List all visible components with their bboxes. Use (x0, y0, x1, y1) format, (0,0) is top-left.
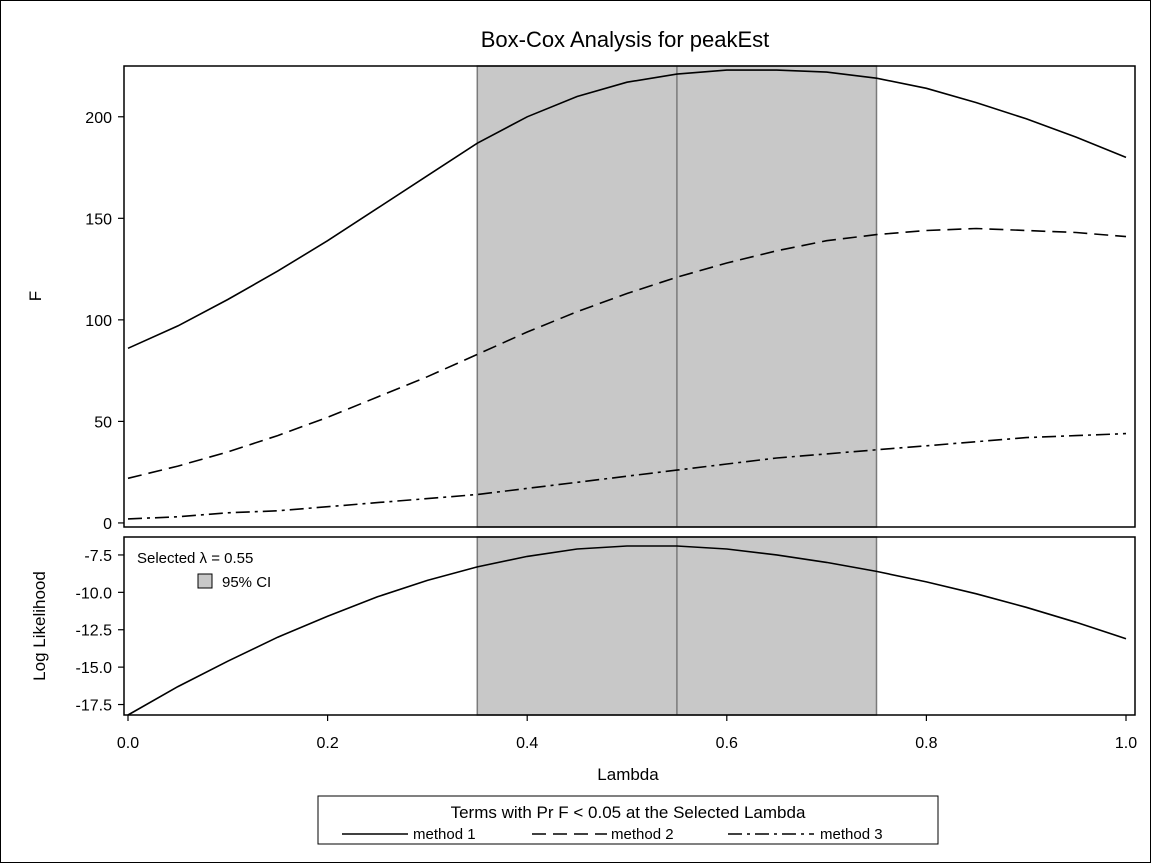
legend-title: Terms with Pr F < 0.05 at the Selected L… (451, 803, 806, 822)
axis-layer: 0 50 100 150 200 -7.5 -10.0 -12.5 -15.0 -17.5 0.0 0… (76, 110, 1138, 752)
ci-swatch (197, 573, 213, 589)
bottom-y-axis-label: Log Likelihood (30, 571, 49, 681)
chart-title: Box-Cox Analysis for peakEst (481, 27, 770, 52)
y-tick-label-panel-2: -7.5 (84, 548, 112, 565)
y-tick-label-panel-1: 200 (85, 110, 112, 127)
legend-box (317, 795, 939, 845)
legend-label-method-3: method 3 (820, 826, 883, 843)
x-tick-label: 0.2 (316, 735, 338, 752)
series-line-method-3-panel-1 (127, 432, 1127, 520)
y-tick-label-panel-2: -10.0 (76, 585, 113, 602)
series-line-method-1-panel-2 (127, 545, 1127, 716)
series-layer (127, 69, 1127, 716)
top-y-axis-label: F (26, 291, 45, 301)
y-tick-label-panel-2: -17.5 (76, 698, 113, 715)
y-tick-label-panel-2: -12.5 (76, 623, 113, 640)
legend-label-method-1: method 1 (413, 826, 476, 843)
ci-layer (476, 65, 878, 716)
legend-label-method-2: method 2 (611, 826, 674, 843)
ci-label: 95% CI (222, 574, 271, 591)
y-tick-label-panel-1: 0 (103, 516, 112, 533)
y-tick-label-panel-2: -15.0 (76, 660, 113, 677)
x-tick-label: 1.0 (1115, 735, 1137, 752)
bottom-legend: Terms with Pr F < 0.05 at the Selected L… (317, 795, 939, 845)
selected-lambda-label: Selected λ = 0.55 (137, 550, 253, 567)
x-tick-label: 0.8 (915, 735, 937, 752)
inset-legend: Selected λ = 0.55 95% CI (137, 550, 271, 591)
x-tick-label: 0.0 (117, 735, 139, 752)
top-panel-frame (123, 65, 1136, 528)
series-line-method-2-panel-1 (127, 227, 1127, 480)
x-tick-label: 0.6 (716, 735, 738, 752)
y-tick-label-panel-1: 150 (85, 211, 112, 228)
x-tick-label: 0.4 (516, 735, 538, 752)
y-tick-label-panel-1: 100 (85, 313, 112, 330)
y-tick-label-panel-1: 50 (94, 414, 112, 431)
x-axis-label: Lambda (597, 765, 659, 784)
series-line-method-1-panel-1 (127, 69, 1127, 350)
bottom-panel-frame (123, 536, 1136, 716)
legend-entries: method 1 method 2 method 3 (342, 826, 883, 843)
